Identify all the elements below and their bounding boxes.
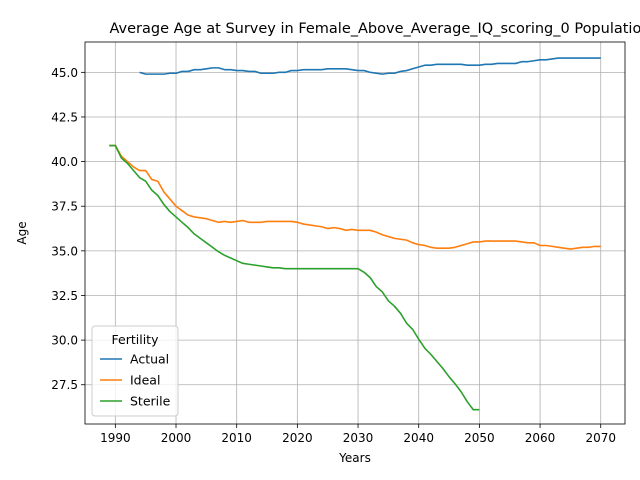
x-tick-label: 2020 <box>282 431 313 445</box>
x-tick-label: 2070 <box>585 431 616 445</box>
grid <box>85 42 625 424</box>
series-line-ideal <box>109 144 601 250</box>
y-axis-ticks: 27.5 30.0 32.5 35.0 37.5 40.0 42.5 45.0 <box>51 66 85 392</box>
x-tick-label: 2030 <box>343 431 374 445</box>
legend-label-sterile: Sterile <box>130 394 171 409</box>
series-line-sterile <box>109 144 480 411</box>
y-tick-label: 35.0 <box>51 244 78 258</box>
y-tick-label: 32.5 <box>51 289 78 303</box>
legend-items: Actual Ideal Sterile <box>100 352 171 409</box>
x-axis-ticks: 1990 2000 2010 2020 2030 2040 2050 2060 2070 <box>100 424 616 445</box>
legend: Fertility Actual Ideal Sterile <box>91 325 179 417</box>
y-tick-label: 37.5 <box>51 200 78 214</box>
legend-label-actual: Actual <box>130 352 169 367</box>
y-tick-label: 42.5 <box>51 110 78 124</box>
legend-label-ideal: Ideal <box>130 373 160 388</box>
legend-box <box>91 325 179 417</box>
y-axis-label: Age <box>15 221 29 244</box>
x-tick-label: 2060 <box>525 431 556 445</box>
series-line-actual <box>139 57 601 75</box>
x-tick-label: 2000 <box>161 431 192 445</box>
y-tick-label: 40.0 <box>51 155 78 169</box>
y-tick-label: 45.0 <box>51 66 78 80</box>
x-axis-label: Years <box>338 451 371 465</box>
x-tick-label: 1990 <box>100 431 131 445</box>
x-tick-label: 2040 <box>403 431 434 445</box>
series-lines <box>109 57 601 411</box>
y-tick-label: 30.0 <box>51 334 78 348</box>
plot-frame <box>84 41 626 425</box>
x-tick-label: 2010 <box>221 431 252 445</box>
y-tick-label: 27.5 <box>51 378 78 392</box>
legend-title: Fertility <box>112 332 160 347</box>
x-tick-label: 2050 <box>464 431 495 445</box>
chart-title: Average Age at Survey in Female_Above_Av… <box>109 21 640 37</box>
